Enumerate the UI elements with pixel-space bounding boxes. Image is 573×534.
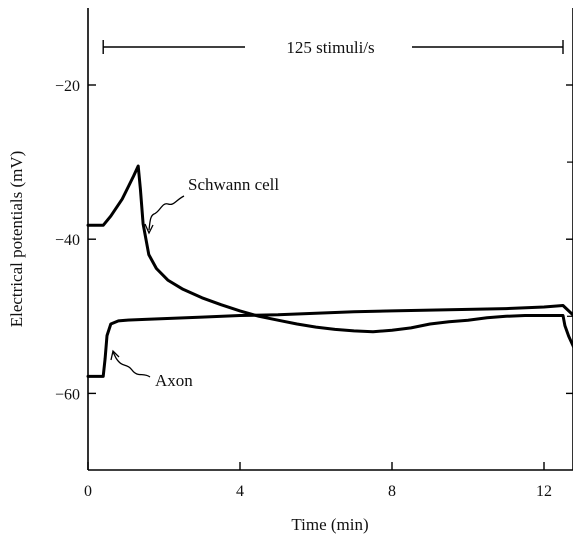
y-axis-title: Electrical potentials (mV) [7,151,26,328]
axon-arrow [112,351,151,378]
x-tick-label: 4 [236,483,244,500]
x-ticks: 0 4 8 12 [84,462,552,500]
annotation-axon: Axon [110,349,193,390]
annotation-schwann-cell-label: Schwann cell [188,175,279,194]
annotation-schwann-cell: Schwann cell [144,175,279,235]
x-tick-label: 12 [536,483,552,500]
stimulus-bar: 125 stimuli/s [102,38,564,57]
y-tick-label: −60 [55,386,80,403]
series-line-schwann-cell [86,164,573,350]
y-tick-label: −40 [55,232,80,249]
x-tick-label: 0 [84,483,92,500]
schwann-arrow [148,195,185,231]
axon-arrowhead [110,349,120,361]
y-tick-label: −20 [55,78,80,95]
x-axis-title: Time (min) [291,515,368,534]
series-line-axon [86,304,573,378]
schwann-arrowhead [144,223,154,235]
stimulus-bar-label: 125 stimuli/s [286,38,374,57]
y-ticks: −20 −40 −60 [55,78,573,403]
x-tick-label: 8 [388,483,396,500]
annotation-axon-label: Axon [155,371,193,390]
